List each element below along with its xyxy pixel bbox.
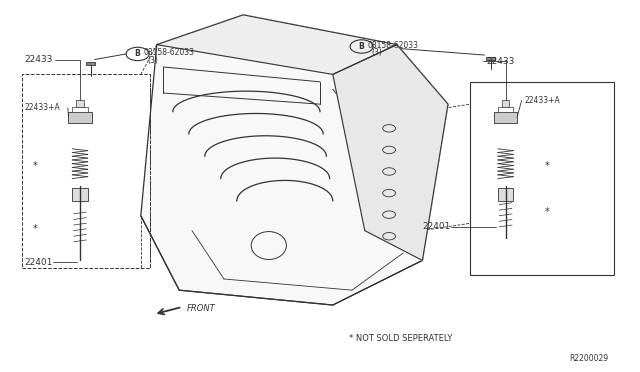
Bar [76,100,84,107]
Bar [72,107,88,112]
Text: 22433+A: 22433+A [24,103,60,112]
Text: (3): (3) [147,56,158,65]
Text: (3): (3) [371,48,382,57]
Bar [498,107,513,112]
Polygon shape [333,45,448,260]
Bar [22,74,150,268]
Text: *: * [33,224,38,234]
Text: B: B [135,49,140,58]
Text: *: * [545,161,550,170]
Bar [86,62,95,65]
Polygon shape [157,15,397,74]
Bar [384,153,410,164]
Bar [72,188,88,201]
Bar [494,112,517,123]
Bar [502,100,509,107]
Bar [470,82,614,275]
Bar [381,197,406,208]
Bar [374,219,400,231]
Text: *: * [33,161,38,170]
Text: * NOT SOLD SEPERATELY: * NOT SOLD SEPERATELY [349,334,452,343]
Bar [384,175,410,186]
Text: 22401: 22401 [24,258,52,267]
Bar [498,188,513,201]
Bar [68,112,92,123]
Polygon shape [141,15,448,305]
Bar [486,57,495,60]
Text: B: B [359,42,364,51]
Text: 08158-62033: 08158-62033 [144,48,195,57]
Text: FRONT: FRONT [187,304,216,312]
Text: *: * [545,207,550,217]
Text: R2200029: R2200029 [569,355,609,363]
Bar [374,108,400,119]
Text: 22433+A: 22433+A [525,96,561,105]
Text: 22433: 22433 [486,57,515,66]
Text: 22433: 22433 [24,55,52,64]
Text: 08158-62033: 08158-62033 [368,41,419,50]
Text: 22401: 22401 [422,222,451,231]
Bar [381,130,406,141]
